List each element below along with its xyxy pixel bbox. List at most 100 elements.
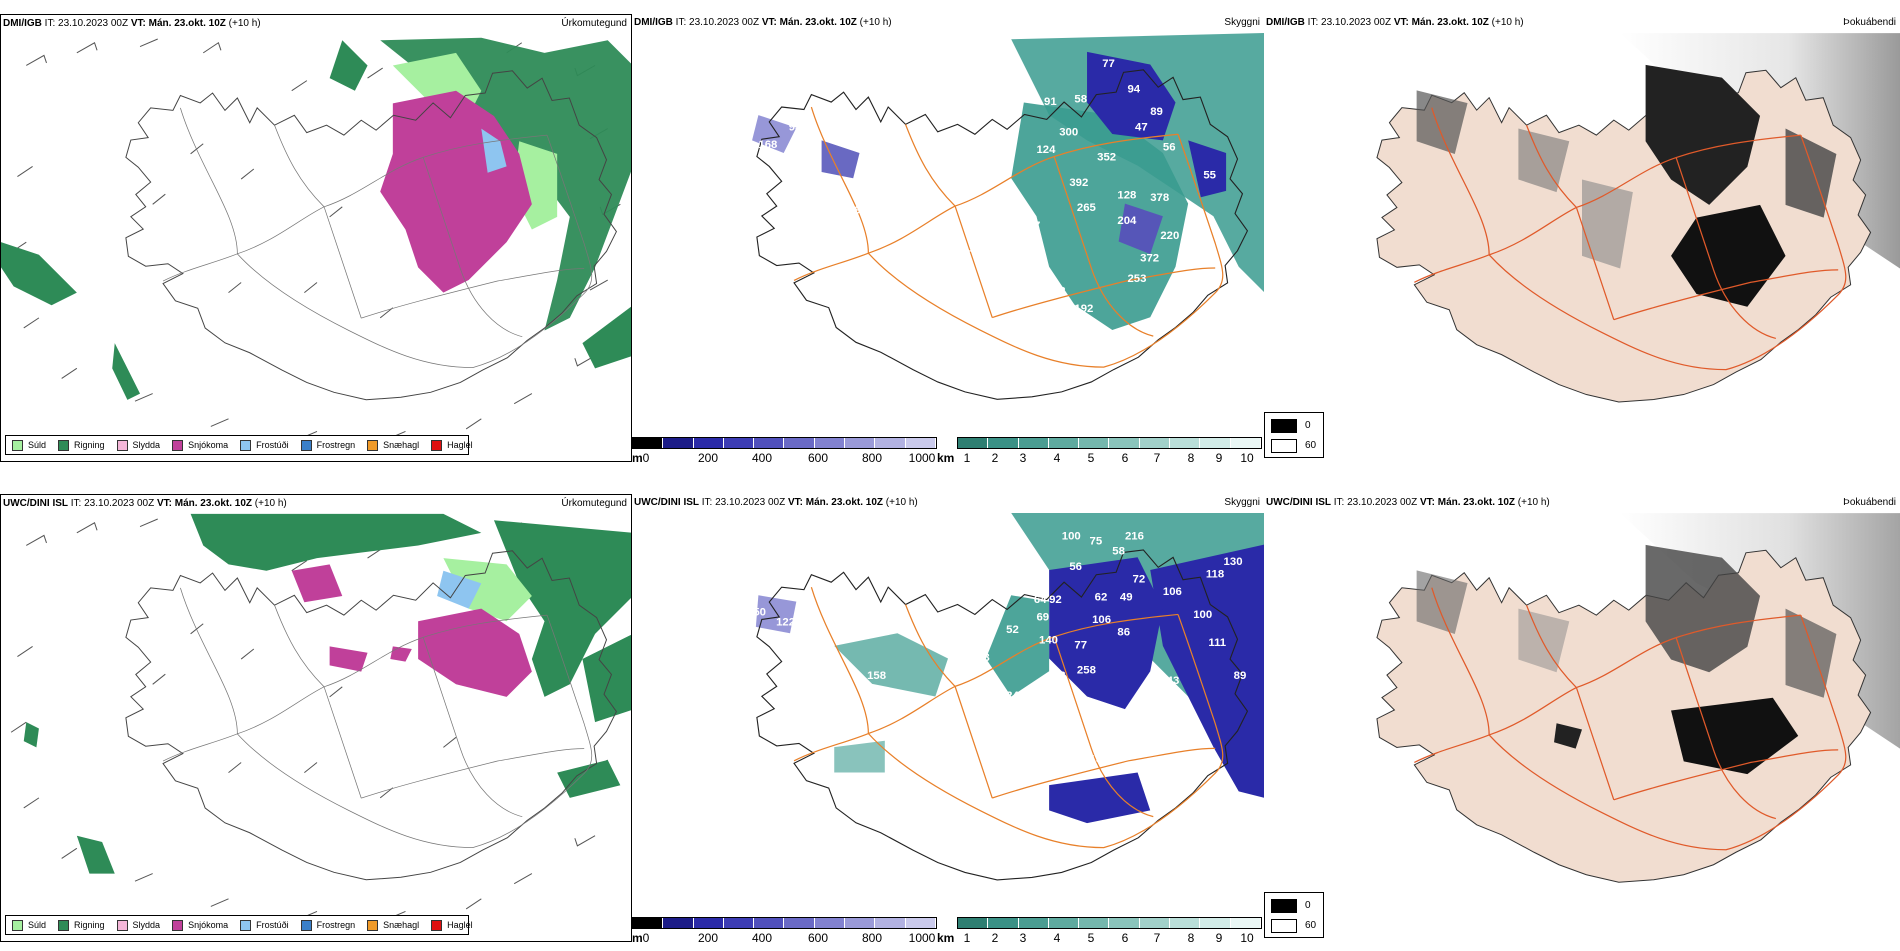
vis-label: 118 [1206,569,1224,581]
vis-label: 124 [1036,144,1056,156]
vis-label: 75 [1090,536,1103,548]
vis-label: 122 [776,617,795,629]
vis-label: 143 [1160,675,1179,687]
fog-index-map-uwc: UWC/DINI ISL IT: 23.10.2023 00Z VT: Mán.… [1264,494,1900,904]
precip-legend: Súld Rigning Slydda Snjókoma Frostúði Fr… [5,435,473,455]
vis-label: 299 [842,205,861,217]
visibility-map-canvas: 77 58 94 91 89 47 56 300 352 124 55 93 1… [632,14,1264,450]
vis-label: 77 [1074,639,1087,651]
legend-item: Frostúði [240,919,289,931]
vis-label: 192 [1074,303,1093,315]
vis-label: 89 [1150,106,1163,118]
vis-label: 153 [1047,670,1066,682]
vis-label: 140 [1039,634,1058,646]
vis-label: 47 [1135,121,1148,133]
vis-label: 220 [1160,230,1179,242]
vis-label: 223 [933,574,952,586]
vis-label: 106 [1092,614,1111,626]
fog-legend-swatch [1271,899,1297,913]
vis-label: 216 [1125,531,1144,543]
vis-label: 104 [1039,713,1059,725]
panel-title: Úrkomutegund [561,498,627,509]
vis-label: 111 [1208,637,1226,649]
panel-header: UWC/DINI ISL IT: 23.10.2023 00Z VT: Mán.… [1266,497,1550,508]
fog-map-canvas [1264,14,1900,434]
vis-label: 62 [1095,591,1108,603]
legend-item: Rigning [58,919,105,931]
legend-item: Haglél [431,919,473,931]
legend-item: Frostúði [240,439,289,451]
panel-title: Skyggni [1224,17,1260,28]
legend-item: Slydda [116,439,160,451]
vis-label: 72 [1133,574,1146,586]
panel-header: DMI/IGB IT: 23.10.2023 00Z VT: Mán. 23.o… [634,17,892,28]
fog-legend-swatch [1271,919,1297,933]
panel-title: Úrkomutegund [561,18,627,29]
visibility-map-canvas: 100 75 216 58 130 56 72 118 62 106 49 45… [632,494,1264,918]
vis-label: 52 [1006,624,1019,636]
precip-map-canvas [1,15,631,461]
legend-item: Haglél [431,439,473,451]
legend-item: Snæhagl [367,439,419,451]
vis-label: 100 [1193,609,1212,621]
vis-label: 92 [1049,594,1062,606]
vis-label: 378 [1150,192,1169,204]
legend-item: Frostregn [300,439,355,451]
vis-label: 58 [1074,93,1087,105]
vis-label: 392 [1069,177,1088,189]
vis-label: 132 [1090,753,1109,765]
visibility-colorbar: 1 2 3 4 5 6 7 8 9 10 km [937,437,1262,471]
legend-item: Rigning [58,439,105,451]
fog-legend: 0 60 [1264,412,1324,458]
vis-label: 56 [1069,561,1082,573]
vis-label: 91 [1044,96,1057,108]
vis-label: 94 [1127,83,1140,95]
vis-label: 300 [1059,126,1078,138]
vis-label: 50 [753,606,766,618]
legend-item: Frostregn [300,919,355,931]
vis-label: 187 [1021,220,1040,232]
panel-header: UWC/DINI ISL IT: 23.10.2023 00Z VT: Mán.… [3,498,287,509]
fog-legend: 0 60 [1264,892,1324,938]
precip-type-map-uwc: UWC/DINI ISL IT: 23.10.2023 00Z VT: Mán.… [0,494,632,942]
panel-header: UWC/DINI ISL IT: 23.10.2023 00Z VT: Mán.… [634,497,918,508]
vis-label: 106 [1163,586,1182,598]
vis-label: 265 [1077,202,1096,214]
panel-title: Skyggni [1224,497,1260,508]
vis-label: 128 [1117,190,1136,202]
vis-label: 77 [1102,58,1115,70]
vis-label: 89 [1234,670,1247,682]
visibility-map-uwc: 100 75 216 58 130 56 72 118 62 106 49 45… [632,494,1264,918]
panel-header: DMI/IGB IT: 23.10.2023 00Z VT: Mán. 23.o… [1266,17,1524,28]
visibility-map-dmi: 77 58 94 91 89 47 56 300 352 124 55 93 1… [632,14,1264,450]
legend-item: Snjókoma [172,919,228,931]
vis-label: 253 [1127,273,1146,285]
legend-item: Súld [12,439,46,451]
legend-item: Snæhagl [367,919,419,931]
legend-item: Snjókoma [172,439,228,451]
ceiling-colorbar: 0 200 400 600 800 1000 m [632,917,937,951]
vis-label: 45 [1036,574,1049,586]
vis-label: 130 [1224,556,1243,568]
vis-label: 204 [1117,215,1137,227]
vis-label: 372 [1140,253,1159,265]
ceiling-colorbar: 0 200 400 600 800 1000 m [632,437,937,471]
vis-label: 69 [1036,612,1049,624]
vis-label: 56 [1163,141,1176,153]
vis-label: 258 [1077,665,1096,677]
precip-type-map-dmi: DMI/IGB IT: 23.10.2023 00Z VT: Mán. 23.o… [0,14,632,462]
vis-label: 192 [1047,286,1066,298]
fog-legend-swatch [1271,419,1297,433]
fog-index-map-dmi: DMI/IGB IT: 23.10.2023 00Z VT: Mán. 23.o… [1264,14,1900,434]
vis-label: 93 [789,121,802,133]
visibility-colorbar: 1 2 3 4 5 6 7 8 9 10 km [937,917,1262,951]
vis-label: 49 [1120,591,1133,603]
panel-title: Þokuábendi [1843,497,1896,508]
vis-label: 136 [1059,736,1078,748]
precip-legend: Súld Rigning Slydda Snjókoma Frostúði Fr… [5,915,473,935]
fog-map-canvas [1264,494,1900,904]
fog-legend-swatch [1271,439,1297,453]
vis-label: 55 [1203,169,1216,181]
vis-label: 168 [758,139,777,151]
panel-header: DMI/IGB IT: 23.10.2023 00Z VT: Mán. 23.o… [3,18,261,29]
